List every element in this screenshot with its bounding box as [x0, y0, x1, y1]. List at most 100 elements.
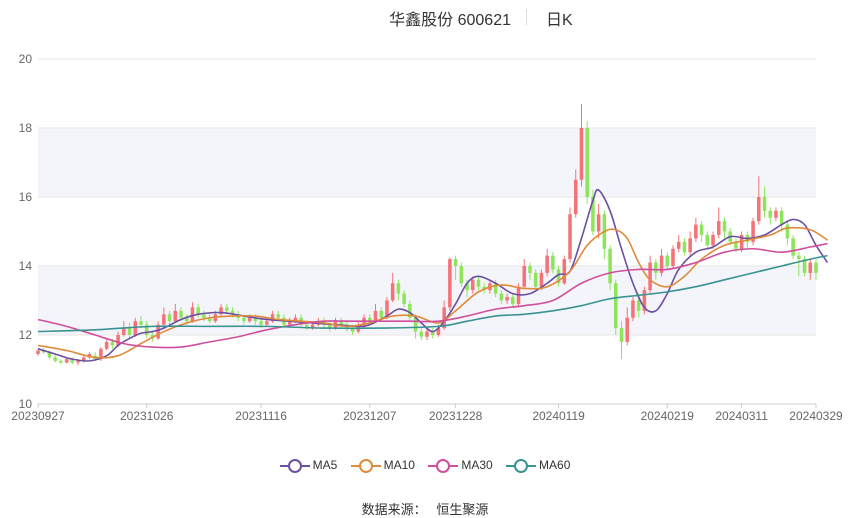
candle-body	[127, 328, 132, 335]
data-source: 数据来源： 恒生聚源	[0, 499, 850, 518]
candle	[751, 217, 755, 246]
candle	[642, 286, 647, 315]
candle-body	[259, 321, 263, 325]
candle-body	[814, 262, 818, 273]
candle	[453, 255, 458, 280]
candle	[528, 262, 532, 280]
candle-body	[413, 317, 418, 332]
candle	[671, 245, 675, 270]
y-tick-label: 20	[19, 52, 33, 66]
candle	[802, 255, 807, 277]
candle-body	[64, 359, 69, 363]
candle	[270, 310, 275, 323]
x-tick-label: 20231228	[429, 409, 483, 423]
candle	[619, 321, 624, 360]
candle	[127, 322, 132, 339]
candle	[797, 252, 801, 277]
candle-body	[408, 303, 412, 318]
legend-item-ma30[interactable]: MA30	[428, 458, 493, 474]
candle	[579, 103, 584, 187]
candle	[459, 262, 464, 287]
candle	[722, 217, 727, 239]
candle-body	[173, 310, 178, 322]
candle-body	[70, 359, 75, 363]
candle-body	[436, 328, 441, 335]
candle-body	[425, 331, 429, 337]
candle	[556, 266, 561, 287]
candle-body	[59, 360, 63, 363]
candle-body	[99, 348, 103, 360]
candle-body	[505, 297, 509, 301]
candle	[430, 328, 435, 339]
candle-body	[722, 221, 727, 232]
candle	[682, 238, 687, 256]
candle-body	[36, 350, 40, 354]
legend-item-ma5[interactable]: MA5	[279, 458, 337, 474]
candle	[476, 276, 481, 291]
candle-body	[350, 328, 355, 332]
candle-body	[202, 314, 206, 318]
x-tick-label: 20230927	[11, 409, 65, 423]
candle	[762, 186, 767, 218]
candle	[705, 231, 710, 249]
candle-body	[247, 317, 252, 322]
x-tick-label: 20231116	[235, 409, 287, 423]
candle-body	[791, 238, 795, 256]
period-tab-daily[interactable]: 日K	[546, 12, 573, 29]
candles	[36, 103, 818, 366]
y-tick-label: 14	[19, 259, 33, 273]
candle-body	[448, 259, 452, 308]
legend-item-ma10[interactable]: MA10	[350, 458, 415, 474]
candle-body	[476, 279, 481, 287]
candle-body	[339, 321, 343, 325]
candle-body	[797, 255, 801, 260]
candle	[608, 245, 612, 291]
candle	[167, 310, 172, 325]
candle	[505, 293, 509, 304]
candle	[757, 176, 761, 225]
candle	[396, 279, 401, 301]
candle	[551, 252, 555, 273]
candle-body	[41, 350, 46, 353]
candle-body	[162, 314, 166, 325]
candle	[499, 290, 504, 304]
candle	[676, 234, 681, 253]
candle-body	[144, 324, 149, 335]
candle-body	[470, 279, 475, 291]
candle-body	[591, 197, 595, 232]
candle-body	[671, 248, 675, 266]
legend-item-ma60[interactable]: MA60	[506, 458, 570, 474]
candle-body	[47, 352, 52, 358]
candle	[144, 321, 149, 339]
grid-lines	[38, 58, 816, 405]
x-tick-label: 20240219	[641, 409, 695, 423]
candle	[190, 302, 195, 323]
candle	[373, 303, 378, 323]
candle	[196, 303, 200, 318]
candle-body	[368, 317, 372, 322]
x-tick-label: 20240311	[715, 409, 768, 423]
candle-body	[465, 283, 469, 291]
candle	[568, 207, 572, 263]
y-tick-label: 10	[19, 397, 33, 411]
candle	[711, 231, 715, 249]
candle-body	[459, 266, 464, 284]
chart-legend: MA5 MA10 MA30 MA60	[0, 458, 850, 474]
candle-body	[779, 210, 784, 225]
candle-body	[287, 321, 292, 325]
ma-line-ma5	[37, 188, 829, 362]
candle	[219, 303, 223, 317]
x-axis: 20230927 20231026 20231116 20231207 20231228…	[11, 403, 843, 423]
candle	[591, 190, 595, 235]
x-tick-label: 20240329	[789, 409, 843, 423]
candle-body	[688, 238, 692, 253]
y-tick-label: 16	[19, 190, 33, 204]
candle-body	[562, 259, 567, 284]
candle	[602, 210, 607, 260]
candle-body	[585, 128, 589, 197]
candle-body	[139, 321, 143, 325]
candle-body	[402, 293, 406, 304]
candle	[533, 269, 538, 291]
candle-body	[676, 241, 681, 249]
candle	[511, 293, 515, 308]
